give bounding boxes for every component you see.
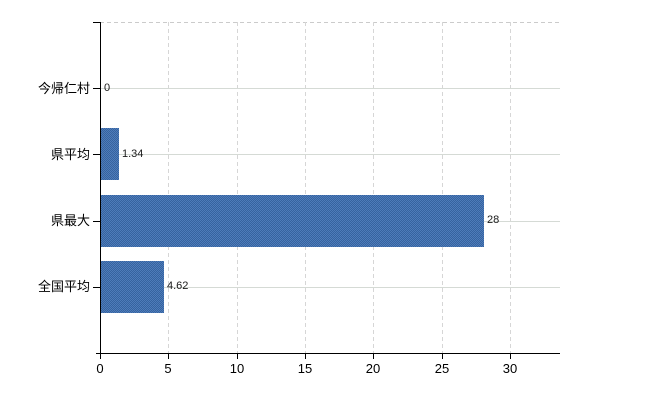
horizontal-gridline xyxy=(100,154,560,155)
x-tick-label: 20 xyxy=(365,361,381,376)
horizontal-gridline xyxy=(100,287,560,288)
vertical-gridline xyxy=(236,22,238,353)
y-axis-tick xyxy=(93,88,100,89)
vertical-gridline xyxy=(305,22,306,353)
category-label: 県最大 xyxy=(50,213,90,228)
horizontal-gridline xyxy=(100,88,560,89)
x-tick-label: 30 xyxy=(502,361,518,376)
x-axis-tick xyxy=(168,353,170,359)
x-tick-label: 15 xyxy=(297,361,313,376)
vertical-gridline xyxy=(510,22,511,353)
x-axis-tick xyxy=(441,353,443,359)
x-axis-tick xyxy=(236,353,238,359)
x-axis-tick xyxy=(373,353,375,359)
x-axis-tick xyxy=(305,353,306,359)
vertical-gridline xyxy=(373,22,375,353)
vertical-gridline xyxy=(168,22,170,353)
category-label: 県平均 xyxy=(50,147,90,162)
value-label: 4.62 xyxy=(167,280,189,292)
x-tick-label: 5 xyxy=(164,361,172,376)
x-tick-label: 10 xyxy=(229,361,245,376)
vertical-gridline xyxy=(441,22,443,353)
x-tick-label: 0 xyxy=(96,361,104,376)
value-label: 28 xyxy=(487,214,500,226)
y-axis-tick xyxy=(93,154,100,155)
y-axis-top-tick xyxy=(93,22,100,23)
value-label: 1.34 xyxy=(122,148,144,160)
bar xyxy=(101,195,484,247)
bar xyxy=(101,261,164,313)
value-label: 0 xyxy=(104,82,111,94)
y-axis-line xyxy=(100,22,101,353)
category-label: 全国平均 xyxy=(37,279,90,294)
bar xyxy=(101,128,119,180)
y-axis-tick xyxy=(93,221,100,222)
x-axis-tick xyxy=(510,353,511,359)
x-axis-line xyxy=(96,353,560,354)
category-label: 今帰仁村 xyxy=(37,81,90,96)
x-tick-label: 25 xyxy=(434,361,450,376)
x-axis-tick xyxy=(100,353,101,359)
y-axis-tick xyxy=(93,287,100,288)
plot-top-border xyxy=(100,22,560,23)
